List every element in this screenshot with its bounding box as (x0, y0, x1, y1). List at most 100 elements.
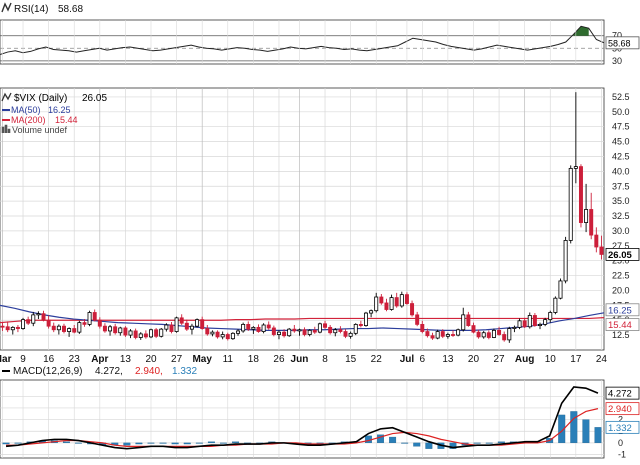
candle-body (599, 246, 604, 255)
candle-body (486, 332, 491, 338)
candle-body (10, 326, 15, 331)
macd-legend-label: MACD(12,26,9) (13, 366, 82, 377)
macd-histogram-bar (401, 442, 409, 444)
macd-histogram-bar (195, 442, 203, 444)
candle-body (36, 313, 41, 316)
x-axis-date-label: Jun (291, 354, 309, 365)
candle-body (261, 324, 266, 332)
candle-body (507, 328, 512, 341)
macd-histogram-bar (485, 442, 493, 444)
x-axis-date-label: 13 (442, 354, 454, 365)
price-value-label-box (605, 318, 640, 332)
macd-panel: 43210-14.2722.9401.332MACD(12,26,9)4.272… (0, 366, 640, 460)
price-y-tick-label: 45.0 (612, 137, 630, 147)
candle-body (128, 330, 133, 336)
rsi-legend-label: RSI(14) (14, 4, 48, 15)
x-axis-date-label: Mar (0, 354, 12, 365)
candle-body (333, 329, 338, 334)
rsi-line (0, 25, 605, 56)
price-y-tick-label: 40.0 (612, 166, 630, 176)
candle-body (456, 329, 461, 336)
candle-body (461, 314, 466, 331)
rsi-current-value-box (605, 36, 640, 50)
candle-body (358, 323, 363, 326)
candle-body (123, 327, 128, 336)
price-y-tick-label: 50.0 (612, 107, 630, 117)
candle-body (241, 323, 246, 332)
candle-body (435, 331, 440, 339)
candle-body (558, 280, 563, 299)
candle-body (578, 166, 583, 223)
candle-body (410, 303, 415, 316)
price-value-label: 26.05 (608, 250, 632, 261)
candle-body (271, 327, 276, 335)
ma50-legend-label: MA(50) (11, 105, 41, 115)
candle-body (497, 329, 502, 335)
x-axis-date-label: 11 (223, 354, 234, 365)
x-axis-date-label: 23 (69, 354, 81, 365)
price-y-tick-label: 42.5 (612, 151, 630, 161)
candle-body (302, 329, 307, 335)
candle-body (87, 312, 92, 325)
x-axis-date-label: 27 (171, 354, 183, 365)
candle-body (425, 331, 430, 337)
candle-body (230, 332, 235, 340)
price-y-tick-label: 35.0 (612, 196, 630, 206)
macd-y-tick-label: 0 (618, 438, 623, 448)
candle-body (256, 326, 261, 332)
candle-body (164, 324, 169, 330)
candle-body (466, 314, 471, 326)
macd-histogram-bar (449, 442, 457, 449)
candle-body (369, 310, 374, 314)
macd-histogram-bar (497, 441, 505, 444)
macd-value-label-box (605, 420, 640, 434)
candle-body (251, 326, 256, 330)
rsi-overbought-fill (573, 26, 589, 36)
candle-body (113, 326, 118, 334)
candle-body (108, 326, 113, 332)
rsi-frame (0, 19, 605, 65)
candle-body (389, 297, 394, 310)
candle-body (451, 334, 455, 336)
price-value-label-box (605, 303, 640, 317)
candle-body (149, 329, 153, 338)
candle-body (72, 328, 77, 333)
candle-body (553, 297, 558, 313)
candle-body (384, 302, 389, 310)
ma200-legend-value: 15.44 (55, 115, 78, 125)
price-y-tick-label: 32.5 (612, 211, 630, 221)
macd-value-label: 2.940 (608, 404, 632, 415)
candle-body (589, 209, 594, 236)
candle-body (430, 335, 435, 339)
candle-body (548, 312, 553, 321)
x-axis-date-label: 26 (273, 354, 285, 365)
candle-body (323, 323, 328, 328)
candle-body (527, 315, 532, 328)
candle-body (15, 326, 20, 329)
candle-body (266, 324, 271, 329)
candle-body (594, 234, 599, 248)
candle-body (61, 325, 66, 332)
macd-histogram-bar (570, 411, 578, 444)
candlestick-icon (1, 2, 12, 13)
x-axis-date-label: 9 (20, 354, 26, 365)
candle-body (573, 166, 578, 169)
macd-histogram-bar (183, 442, 191, 445)
candle-body (584, 209, 589, 223)
candle-body (317, 323, 322, 333)
macd-line (5, 386, 599, 450)
volume-legend-label: Volume undef (12, 125, 68, 135)
price-legend-value: 26.05 (82, 93, 107, 104)
candle-body (282, 331, 287, 337)
rsi-tick-label: 30 (612, 56, 622, 66)
candle-body (41, 313, 46, 321)
ma50-legend-value: 16.25 (48, 105, 71, 115)
x-axis-date-label: 6 (420, 354, 426, 365)
candle-body (0, 325, 5, 328)
candle-body (276, 331, 281, 335)
x-axis-date-label: 17 (570, 354, 582, 365)
candle-body (21, 319, 26, 329)
x-axis-date-label: 18 (248, 354, 260, 365)
